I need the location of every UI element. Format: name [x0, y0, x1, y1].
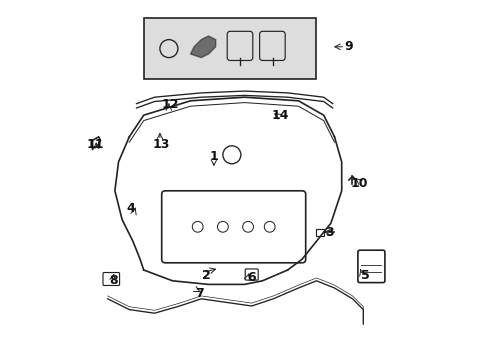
- Text: 6: 6: [247, 271, 256, 284]
- Text: 13: 13: [153, 138, 170, 150]
- Text: 14: 14: [271, 109, 289, 122]
- Text: 11: 11: [86, 138, 103, 150]
- FancyBboxPatch shape: [143, 18, 316, 79]
- Text: 10: 10: [350, 177, 367, 190]
- Text: 3: 3: [324, 226, 333, 239]
- Text: 2: 2: [202, 269, 211, 282]
- Text: 4: 4: [126, 202, 135, 215]
- Text: 5: 5: [360, 269, 369, 282]
- Text: 12: 12: [162, 98, 179, 111]
- Text: 8: 8: [108, 274, 117, 287]
- Text: 9: 9: [344, 40, 352, 53]
- Text: 7: 7: [195, 287, 203, 300]
- Text: 1: 1: [209, 150, 218, 163]
- Polygon shape: [190, 36, 215, 58]
